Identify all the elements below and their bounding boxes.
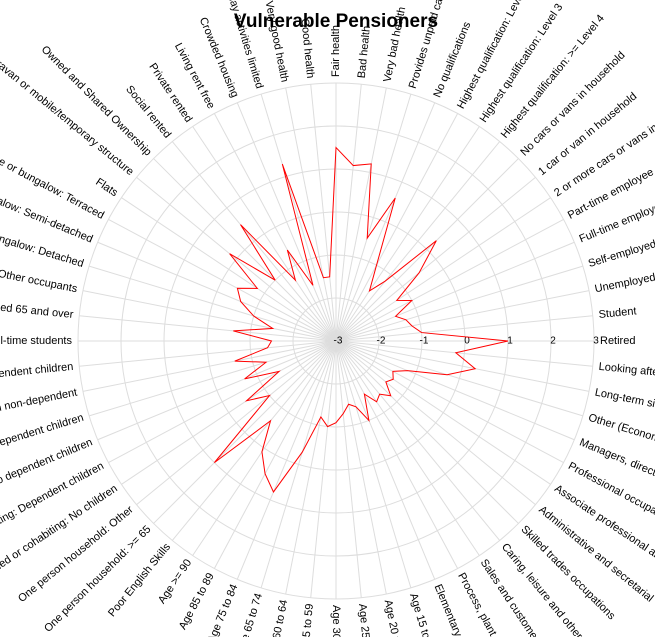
- spoke: [260, 93, 337, 342]
- spoke: [153, 158, 337, 342]
- category-label: Flats: [93, 176, 120, 199]
- spoke: [136, 340, 337, 506]
- spoke: [335, 340, 436, 580]
- spoke: [88, 340, 337, 417]
- category-label: Other: With dependent children: [0, 361, 74, 388]
- category-label: Age 25 to 29: [356, 603, 374, 637]
- spoke: [213, 340, 337, 569]
- spoke: [335, 241, 575, 342]
- category-label: Other: Other occupants: [0, 261, 79, 295]
- spoke: [335, 93, 412, 342]
- spoke: [335, 84, 362, 342]
- spoke: [335, 340, 362, 598]
- spoke: [213, 113, 337, 342]
- spoke: [335, 340, 551, 485]
- spoke: [335, 340, 536, 506]
- category-label: Bad health: [356, 25, 373, 79]
- spoke: [335, 340, 519, 524]
- spoke: [310, 340, 337, 598]
- spoke: [335, 197, 551, 342]
- spoke: [82, 340, 337, 392]
- spoke: [335, 340, 575, 441]
- r-tick-label: -3: [334, 336, 343, 347]
- spoke: [192, 340, 337, 556]
- category-label: Age 30 to 44: [330, 605, 342, 637]
- spoke: [335, 218, 564, 342]
- spoke: [108, 218, 337, 342]
- spoke: [285, 340, 337, 595]
- category-label: Age 45 to 59: [298, 603, 316, 637]
- spoke: [79, 315, 337, 342]
- spoke: [335, 340, 387, 595]
- spoke: [260, 340, 337, 589]
- category-label: Good health: [298, 18, 316, 79]
- r-tick-label: -2: [377, 336, 386, 347]
- spoke: [236, 340, 337, 580]
- r-tick-label: -1: [420, 336, 429, 347]
- category-label: Self-employed: [587, 238, 655, 270]
- spoke: [335, 176, 536, 342]
- category-label: Age 15 to 19: [407, 592, 437, 637]
- spoke: [335, 340, 501, 541]
- category-label: Age 75 to 84: [205, 583, 240, 637]
- spoke: [121, 197, 337, 342]
- spoke: [82, 290, 337, 342]
- spoke: [97, 241, 337, 342]
- category-label: Other: All aged 65 and over: [0, 296, 74, 321]
- spoke: [335, 340, 590, 392]
- spoke: [285, 87, 337, 342]
- spoke: [335, 340, 584, 417]
- spoke: [108, 340, 337, 464]
- spoke: [335, 315, 593, 342]
- category-label: Age 20 to 24: [382, 599, 406, 637]
- spoke: [153, 340, 337, 524]
- series-line: [213, 146, 509, 493]
- chart-title: Vulnerable Pensioners: [234, 11, 438, 32]
- spoke: [335, 290, 590, 342]
- category-label: Retired: [600, 335, 635, 347]
- spoke: [335, 141, 501, 342]
- spoke: [121, 340, 337, 485]
- spoke: [335, 102, 436, 342]
- spoke: [335, 340, 593, 367]
- spoke: [171, 141, 337, 342]
- r-tick-label: 2: [550, 336, 556, 347]
- category-label: Student: [598, 305, 637, 321]
- spoke: [335, 340, 412, 589]
- spoke: [335, 340, 480, 556]
- category-label: Looking after home or family: [598, 361, 655, 387]
- category-label: Age 60 to 64: [266, 599, 290, 637]
- spoke: [335, 158, 519, 342]
- category-label: Unemployed: [594, 271, 655, 295]
- category-label: Age >= 90: [156, 557, 194, 606]
- spoke: [79, 340, 337, 367]
- category-label: Age 65 to 74: [235, 592, 265, 637]
- spoke: [97, 340, 337, 441]
- r-tick-label: 1: [507, 336, 513, 347]
- spoke: [236, 102, 337, 342]
- spoke: [136, 176, 337, 342]
- spoke: [335, 340, 564, 464]
- spoke: [192, 126, 337, 342]
- r-tick-label: 3: [593, 336, 599, 347]
- spoke: [88, 265, 337, 342]
- spoke: [335, 126, 480, 342]
- spoke: [335, 340, 459, 569]
- spoke: [171, 340, 337, 541]
- spoke: [335, 265, 584, 342]
- category-label: Other: All full-time students: [0, 335, 72, 347]
- r-tick-label: 0: [464, 336, 470, 347]
- spoke: [310, 84, 337, 342]
- spoke: [335, 87, 387, 342]
- category-label: Fair health: [330, 25, 342, 77]
- spoke: [335, 113, 459, 342]
